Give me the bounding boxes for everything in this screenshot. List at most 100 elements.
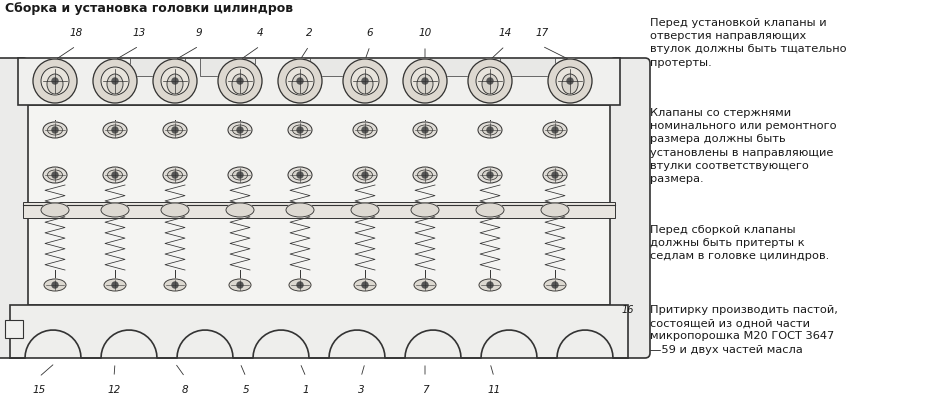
Ellipse shape bbox=[483, 170, 498, 180]
Ellipse shape bbox=[414, 279, 436, 291]
Circle shape bbox=[297, 172, 303, 178]
Circle shape bbox=[552, 282, 558, 288]
Ellipse shape bbox=[286, 203, 314, 217]
Ellipse shape bbox=[43, 122, 67, 138]
Circle shape bbox=[362, 127, 368, 133]
Ellipse shape bbox=[167, 170, 182, 180]
Bar bbox=[18, 105, 620, 305]
Ellipse shape bbox=[411, 203, 439, 217]
Ellipse shape bbox=[544, 279, 566, 291]
Ellipse shape bbox=[104, 279, 126, 291]
Bar bbox=[500, 58, 555, 76]
Ellipse shape bbox=[353, 167, 377, 183]
Ellipse shape bbox=[289, 279, 311, 291]
Ellipse shape bbox=[43, 167, 67, 183]
Ellipse shape bbox=[107, 74, 123, 94]
Circle shape bbox=[161, 67, 189, 95]
Circle shape bbox=[112, 78, 118, 84]
Circle shape bbox=[172, 282, 178, 288]
Ellipse shape bbox=[163, 122, 187, 138]
Circle shape bbox=[487, 78, 493, 84]
Circle shape bbox=[552, 172, 558, 178]
Text: Перед сборкой клапаны
должны быть притерты к
седлам в головке цилиндров.: Перед сборкой клапаны должны быть притер… bbox=[650, 225, 829, 261]
Ellipse shape bbox=[562, 74, 578, 94]
Circle shape bbox=[487, 127, 493, 133]
Circle shape bbox=[297, 127, 303, 133]
Circle shape bbox=[343, 59, 387, 103]
Circle shape bbox=[112, 127, 118, 133]
Ellipse shape bbox=[543, 167, 567, 183]
Ellipse shape bbox=[167, 125, 182, 135]
Circle shape bbox=[172, 172, 178, 178]
Text: 8: 8 bbox=[181, 385, 189, 395]
Ellipse shape bbox=[232, 74, 248, 94]
Text: 18: 18 bbox=[69, 28, 83, 38]
Ellipse shape bbox=[357, 74, 373, 94]
Ellipse shape bbox=[161, 203, 189, 217]
Ellipse shape bbox=[101, 203, 129, 217]
Ellipse shape bbox=[47, 74, 63, 94]
Ellipse shape bbox=[288, 122, 312, 138]
Circle shape bbox=[362, 78, 368, 84]
Circle shape bbox=[153, 59, 197, 103]
Text: 1: 1 bbox=[302, 385, 309, 395]
Ellipse shape bbox=[107, 125, 122, 135]
Ellipse shape bbox=[164, 279, 186, 291]
Ellipse shape bbox=[44, 279, 66, 291]
Text: Притирку производить пастой,
состоящей из одной части
микропорошка М20 ГОСТ 3647: Притирку производить пастой, состоящей и… bbox=[650, 305, 838, 355]
Ellipse shape bbox=[288, 167, 312, 183]
Circle shape bbox=[567, 78, 573, 84]
Ellipse shape bbox=[547, 170, 562, 180]
Text: 16: 16 bbox=[622, 305, 635, 315]
Circle shape bbox=[351, 67, 379, 95]
Circle shape bbox=[41, 67, 69, 95]
Bar bbox=[23, 202, 615, 218]
Circle shape bbox=[403, 59, 447, 103]
Circle shape bbox=[237, 172, 243, 178]
Circle shape bbox=[297, 78, 303, 84]
Text: 4: 4 bbox=[256, 28, 263, 38]
Ellipse shape bbox=[358, 125, 373, 135]
Ellipse shape bbox=[413, 167, 437, 183]
Circle shape bbox=[237, 127, 243, 133]
Circle shape bbox=[422, 78, 428, 84]
Circle shape bbox=[112, 172, 118, 178]
Text: 11: 11 bbox=[487, 385, 500, 395]
Text: 7: 7 bbox=[422, 385, 428, 395]
Circle shape bbox=[422, 172, 428, 178]
Circle shape bbox=[476, 67, 504, 95]
Ellipse shape bbox=[293, 170, 307, 180]
Ellipse shape bbox=[478, 167, 502, 183]
Ellipse shape bbox=[417, 74, 433, 94]
Text: Клапаны со стержнями
номинального или ремонтного
размера должны быть
установлены: Клапаны со стержнями номинального или ре… bbox=[650, 108, 837, 184]
Ellipse shape bbox=[103, 122, 127, 138]
Bar bbox=[310, 58, 365, 76]
Bar bbox=[130, 58, 185, 76]
Ellipse shape bbox=[103, 167, 127, 183]
Ellipse shape bbox=[418, 125, 433, 135]
Text: Сборка и установка головки цилиндров: Сборка и установка головки цилиндров bbox=[5, 2, 293, 15]
Ellipse shape bbox=[233, 170, 248, 180]
Ellipse shape bbox=[354, 279, 376, 291]
Ellipse shape bbox=[547, 125, 562, 135]
Ellipse shape bbox=[479, 279, 501, 291]
Text: 9: 9 bbox=[195, 28, 202, 38]
Circle shape bbox=[237, 78, 243, 84]
Circle shape bbox=[172, 78, 178, 84]
Text: 15: 15 bbox=[32, 385, 46, 395]
Text: 3: 3 bbox=[358, 385, 364, 395]
Ellipse shape bbox=[292, 74, 308, 94]
Circle shape bbox=[112, 282, 118, 288]
Ellipse shape bbox=[418, 170, 433, 180]
Bar bbox=[5, 320, 23, 338]
Ellipse shape bbox=[293, 125, 307, 135]
Circle shape bbox=[93, 59, 137, 103]
FancyBboxPatch shape bbox=[610, 58, 650, 358]
Ellipse shape bbox=[229, 279, 251, 291]
Ellipse shape bbox=[167, 74, 183, 94]
Ellipse shape bbox=[48, 125, 63, 135]
FancyBboxPatch shape bbox=[0, 58, 28, 358]
Circle shape bbox=[556, 67, 584, 95]
Ellipse shape bbox=[41, 203, 69, 217]
Circle shape bbox=[52, 78, 58, 84]
